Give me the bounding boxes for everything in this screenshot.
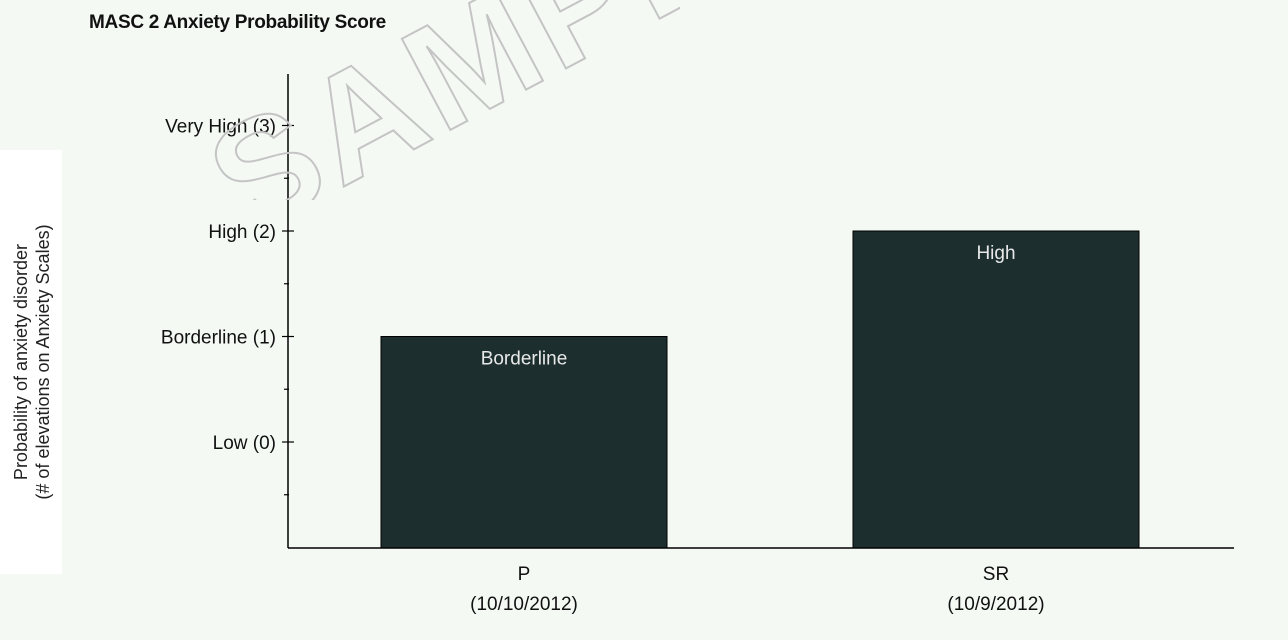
y-tick-label: High (2) <box>208 222 276 243</box>
bar-data-label: High <box>976 243 1015 264</box>
x-tick-date-label: (10/9/2012) <box>947 594 1044 615</box>
y-tick-label: Very High (3) <box>165 117 276 138</box>
bar-p <box>380 336 668 549</box>
x-tick-label: P <box>518 564 531 585</box>
x-tick-date-label: (10/10/2012) <box>470 594 578 615</box>
bar-data-label: Borderline <box>481 349 568 370</box>
y-tick-label: Borderline (1) <box>161 328 276 349</box>
bar-sr <box>852 230 1140 549</box>
x-tick-label: SR <box>983 564 1009 585</box>
y-tick-label: Low (0) <box>213 433 276 454</box>
chart-title: MASC 2 Anxiety Probability Score <box>89 12 386 33</box>
y-axis-label-background <box>0 150 62 574</box>
